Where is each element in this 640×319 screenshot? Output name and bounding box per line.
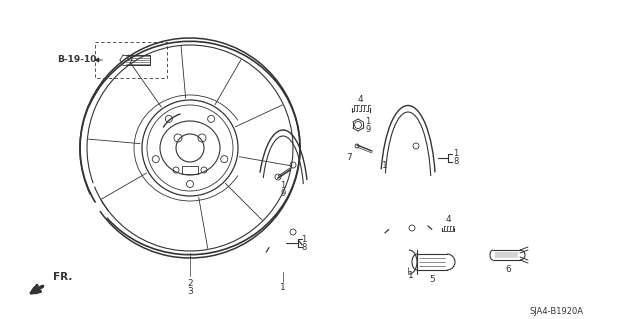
Text: FR.: FR. bbox=[53, 272, 72, 282]
Text: 2: 2 bbox=[187, 278, 193, 287]
Text: 9: 9 bbox=[365, 124, 371, 133]
Text: 1: 1 bbox=[408, 271, 414, 280]
Text: 7: 7 bbox=[346, 152, 352, 161]
Text: 1: 1 bbox=[453, 150, 459, 159]
Text: 8: 8 bbox=[301, 242, 307, 251]
Text: 4: 4 bbox=[445, 216, 451, 225]
Text: 6: 6 bbox=[505, 265, 511, 275]
Text: 1: 1 bbox=[301, 234, 307, 243]
Text: 4: 4 bbox=[357, 95, 363, 105]
Text: 9: 9 bbox=[280, 189, 285, 197]
Text: 1: 1 bbox=[280, 182, 285, 190]
Text: 8: 8 bbox=[453, 158, 459, 167]
Text: B-19-10: B-19-10 bbox=[57, 56, 97, 64]
Text: 3: 3 bbox=[187, 286, 193, 295]
Text: 1: 1 bbox=[280, 284, 286, 293]
Text: 5: 5 bbox=[429, 276, 435, 285]
Text: 1: 1 bbox=[382, 160, 388, 169]
Bar bbox=[182, 166, 198, 174]
Text: SJA4-B1920A: SJA4-B1920A bbox=[530, 307, 584, 315]
Text: 1: 1 bbox=[365, 117, 371, 127]
Bar bbox=[95, 42, 167, 78]
